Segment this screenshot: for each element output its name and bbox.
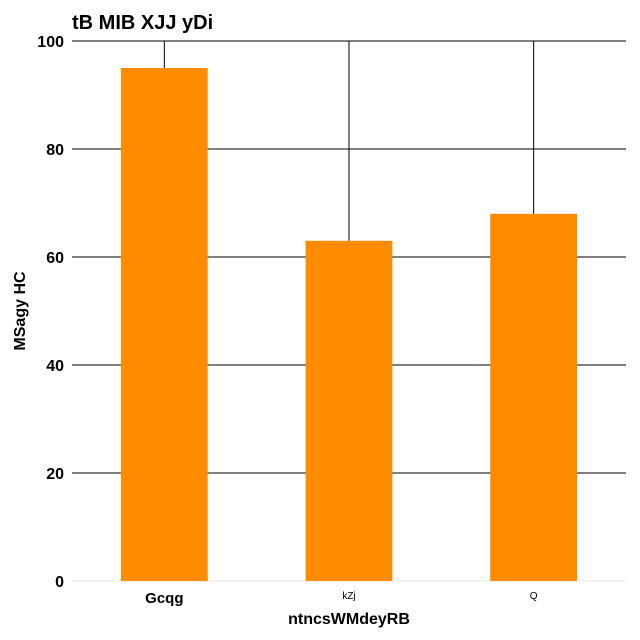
x-tick-label-1: kZj — [342, 591, 355, 602]
x-tick-label-0: Gcqg — [145, 590, 183, 607]
y-tick-label-1: 20 — [46, 466, 64, 483]
x-tick-labels: Gcqg kZj Q — [145, 590, 538, 607]
chart-title: tB MIB XJJ yDi — [72, 12, 213, 34]
y-axis-label: MSagy HC — [12, 271, 29, 351]
y-tick-label-0: 0 — [55, 574, 64, 591]
bar-Gcqg — [120, 68, 208, 581]
x-axis-label: ntncsWMdeyRB — [288, 611, 410, 628]
x-tick-label-2: Q — [530, 591, 538, 602]
y-tick-labels: 0 20 40 60 80 100 — [37, 34, 64, 591]
bar-Q — [490, 213, 578, 582]
bar-kZj — [305, 240, 393, 582]
bars — [120, 68, 578, 582]
y-tick-label-2: 40 — [46, 358, 64, 375]
y-tick-label-4: 80 — [46, 142, 64, 159]
y-tick-label-5: 100 — [37, 34, 64, 51]
y-tick-label-3: 60 — [46, 250, 64, 267]
